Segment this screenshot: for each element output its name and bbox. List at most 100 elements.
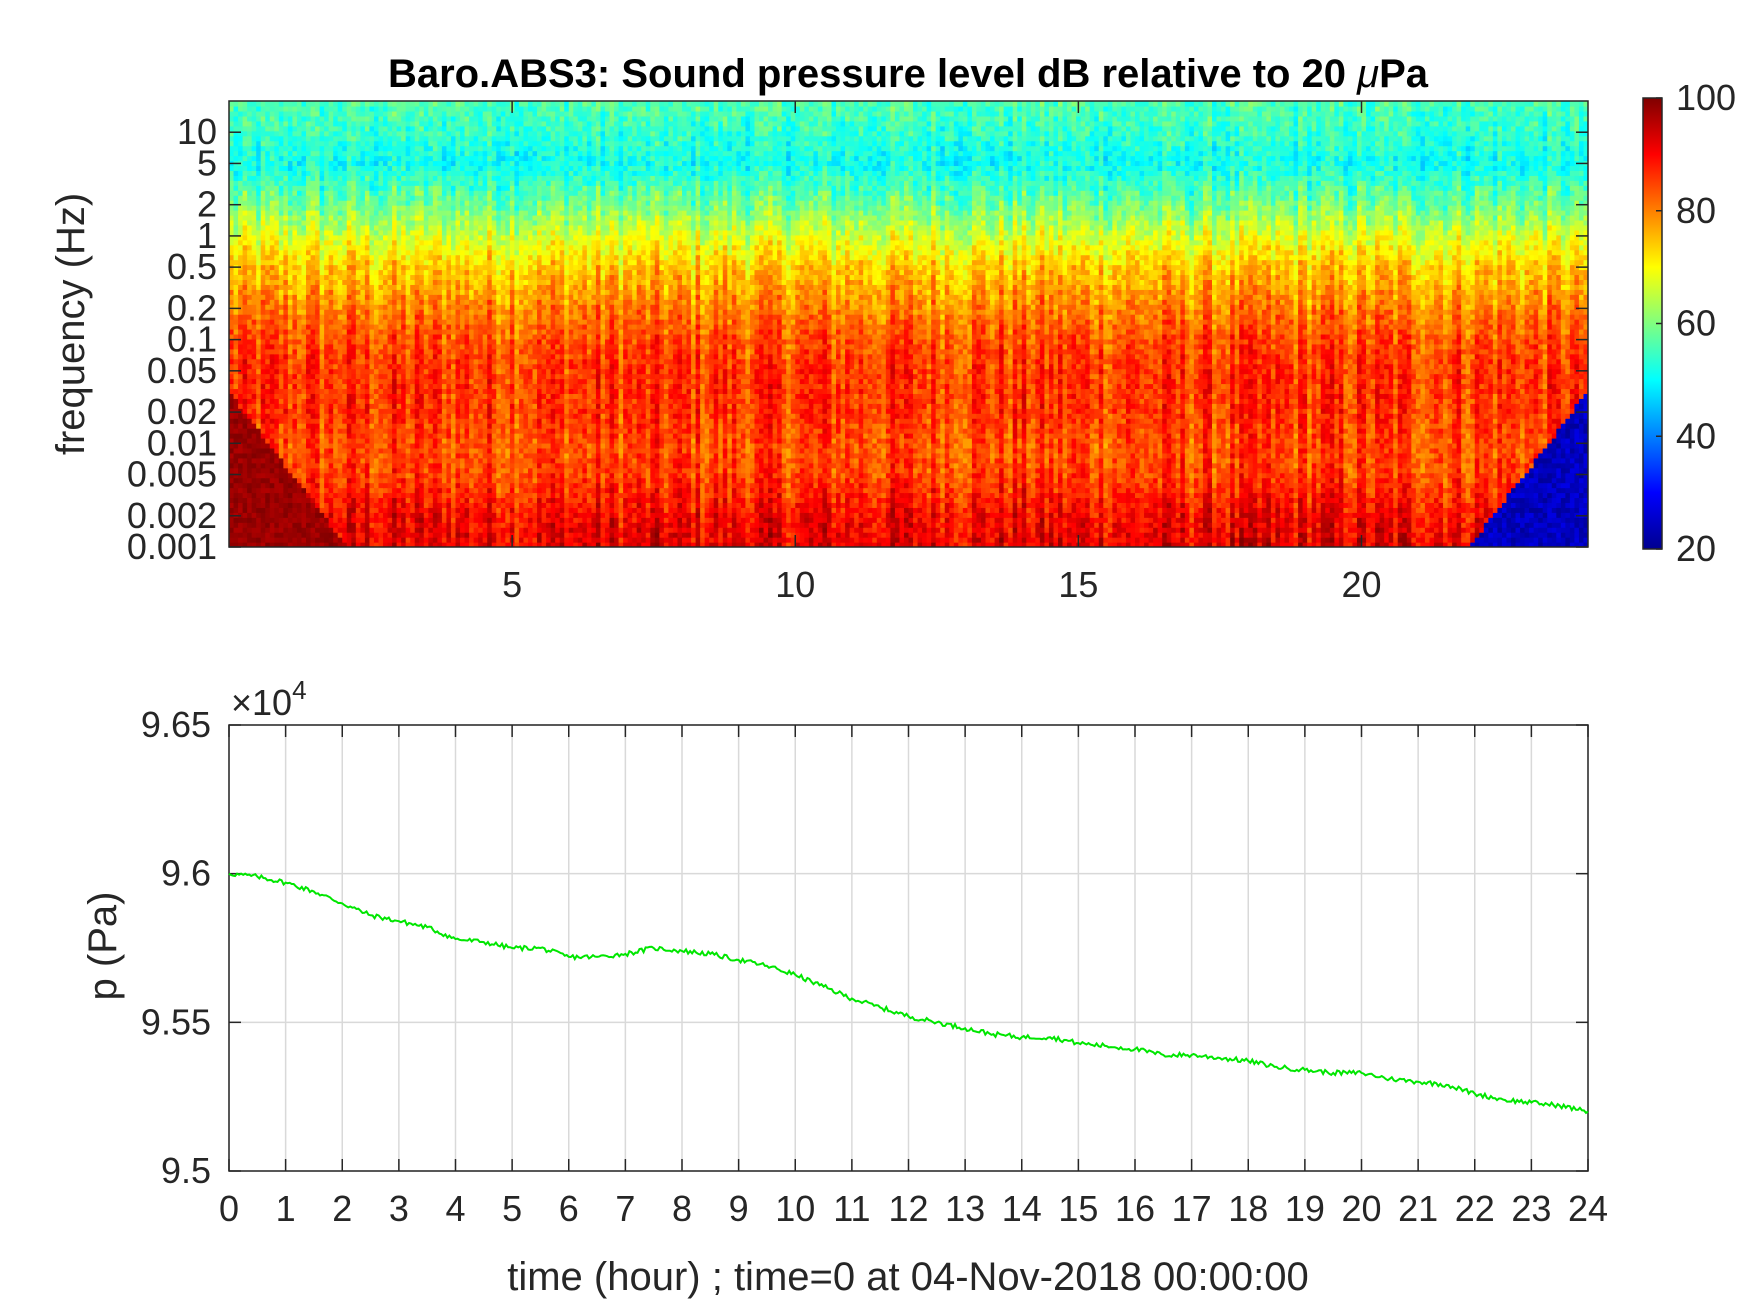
spectrogram-cell <box>673 532 678 538</box>
spectrogram-cell <box>469 527 474 533</box>
spectrogram-cell <box>1565 502 1570 508</box>
spectrogram-cell <box>1081 483 1086 489</box>
spectrogram-cell <box>1171 522 1176 528</box>
spectrogram-cell <box>1375 468 1380 474</box>
spectrogram-cell <box>1235 512 1240 518</box>
spectrogram-cell <box>1429 517 1434 523</box>
spectrogram-cell <box>351 492 356 498</box>
spectrogram-cell <box>419 483 424 489</box>
spectrogram-cell <box>967 483 972 489</box>
spectrogram-cell <box>1284 512 1289 518</box>
spectrogram-cell <box>936 488 941 494</box>
spectrogram-cell <box>451 527 456 533</box>
spectrogram-cell <box>1334 497 1339 503</box>
spectrogram-cell <box>1099 492 1104 498</box>
spectrogram-cell <box>483 463 488 469</box>
spectrogram-cell <box>587 492 592 498</box>
spectrogram-cell <box>501 517 506 523</box>
spectrogram-cell <box>822 497 827 503</box>
spectrogram-cell <box>360 522 365 528</box>
spectrogram-cell <box>578 522 583 528</box>
spectrogram-cell <box>659 488 664 494</box>
spectrogram-cell <box>256 522 261 528</box>
spectrogram-cell <box>1470 492 1475 498</box>
spectrogram-cell <box>646 473 651 479</box>
spectrogram-cell <box>1520 512 1525 518</box>
spectrogram-cell <box>523 488 528 494</box>
spectrogram-cell <box>1434 502 1439 508</box>
spectrogram-cell <box>1506 507 1511 513</box>
spectrogram-cell <box>347 532 352 538</box>
spectrogram-cell <box>1561 483 1566 489</box>
spectrogram-cell <box>383 507 388 513</box>
spectrogram-cell <box>614 468 619 474</box>
spectrogram-cell <box>936 468 941 474</box>
spectrogram-cell <box>1429 492 1434 498</box>
spectrogram-cell <box>378 512 383 518</box>
spectrogram-cell <box>279 473 284 479</box>
spectrogram-cell <box>478 507 483 513</box>
spectrogram-cell <box>510 483 515 489</box>
spectrogram-cell <box>478 473 483 479</box>
spectrogram-cell <box>895 473 900 479</box>
spectrogram-cell <box>279 502 284 508</box>
spectrogram-cell <box>786 527 791 533</box>
spectrogram-cell <box>936 478 941 484</box>
spectrogram-cell <box>1339 537 1344 543</box>
spectrogram-cell <box>976 497 981 503</box>
spectrogram-cell <box>469 483 474 489</box>
spectrogram-cell <box>1298 468 1303 474</box>
spectrogram-cell <box>265 463 270 469</box>
spectrogram-cell <box>1289 502 1294 508</box>
spectrogram-cell <box>741 532 746 538</box>
spectrogram-cell <box>1538 527 1543 533</box>
spectrogram-cell <box>1352 488 1357 494</box>
spectrogram-cell <box>383 478 388 484</box>
spectrogram-cell <box>283 517 288 523</box>
spectrogram-cell <box>1393 483 1398 489</box>
spectrogram-cell <box>958 507 963 513</box>
spectrogram-cell <box>1348 517 1353 523</box>
spectrogram-cell <box>1543 502 1548 508</box>
spectrogram-cell <box>623 507 628 513</box>
spectrogram-cell <box>886 488 891 494</box>
spectrogram-cell <box>542 527 547 533</box>
spectrogram-cell <box>700 507 705 513</box>
spectrogram-cell <box>1153 473 1158 479</box>
spectrogram-cell <box>523 522 528 528</box>
spectrogram-cell <box>1579 468 1584 474</box>
spectrogram-cell <box>1180 517 1185 523</box>
spectrogram-cell <box>682 497 687 503</box>
spectrogram-cell <box>1257 507 1262 513</box>
spectrogram-cell <box>1525 532 1530 538</box>
spectrogram-cell <box>324 473 329 479</box>
spectrogram-cell <box>1389 488 1394 494</box>
spectrogram-cell <box>496 537 501 543</box>
spectrogram-cell <box>936 512 941 518</box>
spectrogram-cell <box>1366 478 1371 484</box>
spectrogram-cell <box>610 522 615 528</box>
spectrogram-cell <box>465 507 470 513</box>
spectrogram-cell <box>279 532 284 538</box>
spectrogram-cell <box>306 512 311 518</box>
spectrogram-cell <box>1275 527 1280 533</box>
spectrogram-cell <box>578 527 583 533</box>
spectrogram-cell <box>569 502 574 508</box>
spectrogram-cell <box>1425 532 1430 538</box>
spectrogram-cell <box>868 537 873 543</box>
spectrogram-cell <box>1171 502 1176 508</box>
spectrogram-cell <box>727 478 732 484</box>
spectrogram-cell <box>351 468 356 474</box>
spectrogram-cell <box>1275 537 1280 543</box>
spectrogram-cell <box>718 512 723 518</box>
spectrogram-cell <box>646 512 651 518</box>
spectrogram-cell <box>1049 478 1054 484</box>
spectrogram-cell <box>999 468 1004 474</box>
spectrogram-cell <box>1022 527 1027 533</box>
spectrogram-cell <box>1312 522 1317 528</box>
spectrogram-cell <box>428 532 433 538</box>
spectrogram-cell <box>687 512 692 518</box>
spectrogram-cell <box>573 537 578 543</box>
spectrogram-cell <box>410 483 415 489</box>
spectrogram-cell <box>976 473 981 479</box>
